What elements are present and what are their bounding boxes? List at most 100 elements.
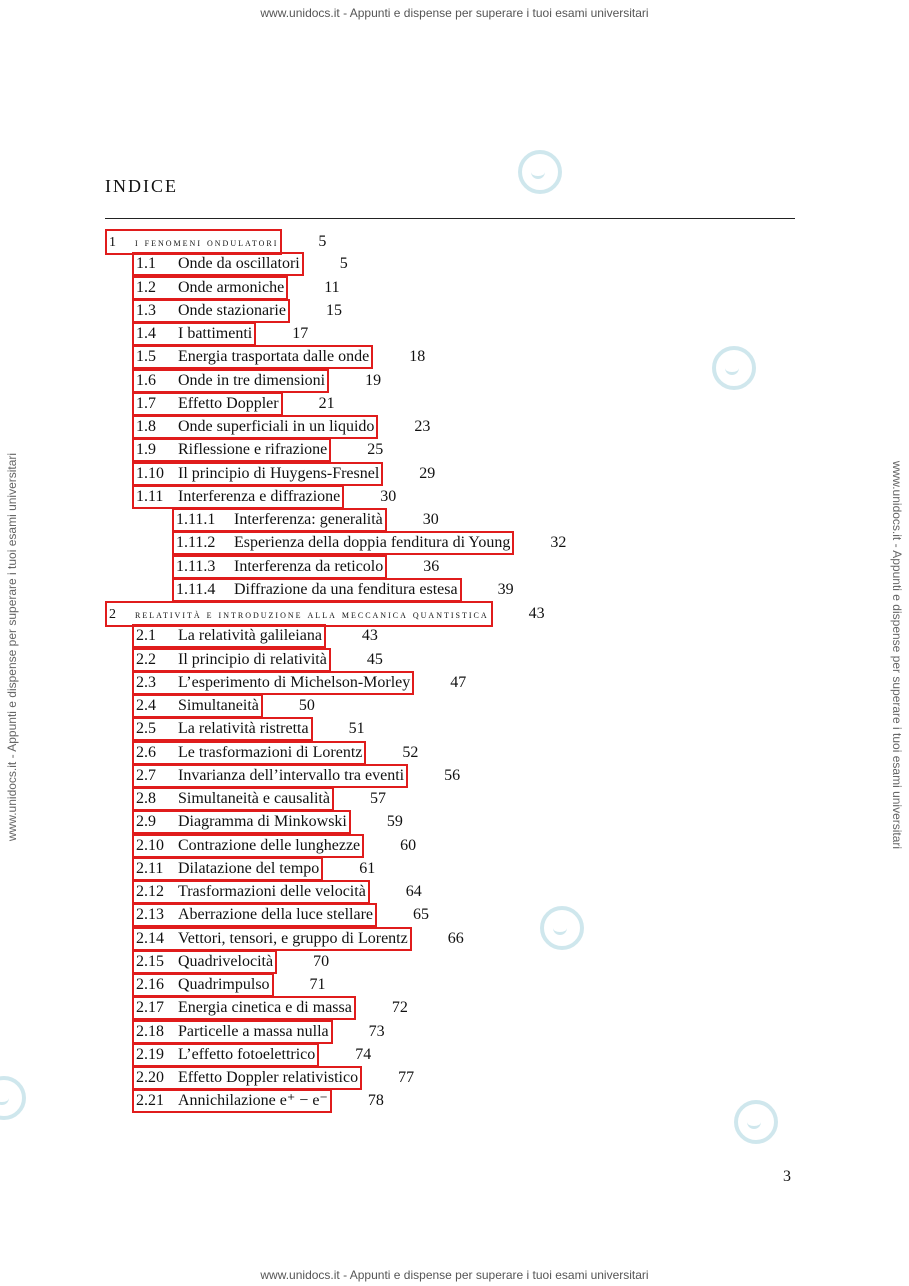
toc-entry-link[interactable]: 2.20 Effetto Doppler relativistico — [132, 1066, 363, 1090]
toc-section: 2.17 Energia cinetica e di massa 72 — [132, 996, 408, 1020]
toc-title: Simultaneità — [178, 697, 259, 714]
toc-entry-link[interactable]: 1.5 Energia trasportata dalle onde — [132, 345, 374, 369]
toc-title: Le trasformazioni di Lorentz — [178, 744, 363, 761]
toc-title: Interferenza da reticolo — [234, 558, 384, 575]
toc-page-number: 23 — [414, 418, 431, 435]
toc-entry-link[interactable]: 2.6 Le trasformazioni di Lorentz — [132, 741, 367, 765]
watermark-right: www.unidocs.it - Appunti e dispense per … — [890, 460, 904, 850]
toc-entry-link[interactable]: 2.3 L’esperimento di Michelson-Morley — [132, 671, 415, 695]
toc-entry-link[interactable]: 1.11.4 Diffrazione da una fenditura estes… — [172, 578, 462, 602]
toc-entry-link[interactable]: 2.12 Trasformazioni delle velocità — [132, 880, 370, 904]
toc-entry-link[interactable]: 2.10 Contrazione delle lunghezze — [132, 834, 365, 858]
toc-entry-link[interactable]: 1.10 Il principio di Huygens-Fresnel — [132, 462, 384, 486]
toc-number: 1.11.3 — [176, 558, 216, 575]
toc-entry-link[interactable]: 2.7 Invarianza dell’intervallo tra eventi — [132, 764, 409, 788]
toc-section: 2.7 Invarianza dell’intervallo tra eventi… — [132, 764, 461, 788]
toc-title: Invarianza dell’intervallo tra eventi — [178, 767, 405, 784]
toc-entry-link[interactable]: 2.4 Simultaneità — [132, 694, 263, 718]
toc-page-number: 74 — [355, 1046, 372, 1063]
toc-number: 1.6 — [136, 372, 156, 389]
toc-page-number: 56 — [444, 767, 461, 784]
toc-page-number: 59 — [386, 813, 403, 830]
toc-number: 2.3 — [136, 674, 156, 691]
toc-page-number: 60 — [400, 837, 417, 854]
toc-title: Vettori, tensori, e gruppo di Lorentz — [178, 930, 408, 947]
toc-page-number: 30 — [422, 511, 439, 528]
toc-page-number: 5 — [339, 255, 348, 272]
toc-entry-link[interactable]: 1.9 Riflessione e rifrazione — [132, 438, 332, 462]
toc-entry-link[interactable]: 2.16 Quadrimpulso — [132, 973, 274, 997]
toc-number: 2 — [109, 607, 118, 622]
watermark-top: www.unidocs.it - Appunti e dispense per … — [260, 6, 649, 20]
toc-title: Onde armoniche — [178, 279, 285, 296]
toc-number: 2.2 — [136, 651, 156, 668]
toc-entry-link[interactable]: 2.5 La relatività ristretta — [132, 717, 313, 741]
unidocs-logo-icon — [540, 906, 584, 950]
toc-page-number: 43 — [361, 627, 378, 644]
unidocs-logo-icon — [712, 346, 756, 390]
toc-page-number: 65 — [413, 906, 429, 923]
toc-number: 2.16 — [136, 976, 164, 993]
toc-entry-link[interactable]: 2 relatività e introduzione alla meccanic… — [105, 601, 493, 627]
toc-number: 1.8 — [136, 418, 156, 435]
toc-entry-link[interactable]: 1.6 Onde in tre dimensioni — [132, 369, 330, 393]
toc-entry-link[interactable]: 1.11.2 Esperienza della doppia fenditura … — [172, 531, 515, 555]
toc-section: 2.2 Il principio di relatività 45 — [132, 648, 383, 672]
toc-entry-link[interactable]: 2.21 Annichilazione e⁺ − e⁻ — [132, 1089, 332, 1113]
toc-page-number: 30 — [380, 488, 397, 505]
toc-title: Onde in tre dimensioni — [178, 372, 326, 389]
toc-page-number: 57 — [369, 790, 386, 807]
toc-section: 1.9 Riflessione e rifrazione 25 — [132, 438, 383, 462]
toc-chapter: 2 relatività e introduzione alla meccanic… — [105, 601, 545, 627]
toc-section: 2.21 Annichilazione e⁺ − e⁻ 78 — [132, 1089, 384, 1113]
toc-entry-link[interactable]: 2.2 Il principio di relatività — [132, 648, 331, 672]
toc-section: 2.6 Le trasformazioni di Lorentz 52 — [132, 741, 418, 765]
toc-number: 2.13 — [136, 906, 164, 923]
toc-entry-link[interactable]: 2.14 Vettori, tensori, e gruppo di Lorent… — [132, 927, 412, 951]
toc-page-number: 36 — [423, 558, 440, 575]
toc-page-number: 29 — [419, 465, 436, 482]
toc-number: 2.21 — [136, 1092, 164, 1109]
toc-entry-link[interactable]: 1.11 Interferenza e diffrazione — [132, 485, 345, 509]
toc-entry-link[interactable]: 2.8 Simultaneità e causalità — [132, 787, 334, 811]
toc-title: Onde stazionarie — [178, 302, 286, 319]
toc-title: Onde da oscillatori — [178, 255, 300, 272]
toc-entry-link[interactable]: 1.8 Onde superficiali in un liquido — [132, 415, 379, 439]
toc-section: 1.11.1 Interferenza: generalità 30 — [172, 508, 439, 532]
toc-number: 1.11.2 — [176, 534, 216, 551]
toc-number: 2.8 — [136, 790, 156, 807]
toc-entry-link[interactable]: 1.2 Onde armoniche — [132, 276, 289, 300]
toc-title: Diagramma di Minkowski — [178, 813, 347, 830]
toc-page-number: 73 — [368, 1023, 385, 1040]
toc-entry-link[interactable]: 2.9 Diagramma di Minkowski — [132, 810, 351, 834]
watermark-bottom: www.unidocs.it - Appunti e dispense per … — [260, 1268, 649, 1282]
toc-section: 2.5 La relatività ristretta 51 — [132, 717, 365, 741]
toc-entry-link[interactable]: 2.15 Quadrivelocità — [132, 950, 278, 974]
toc-page-number: 77 — [398, 1069, 415, 1086]
toc-entry-link[interactable]: 2.17 Energia cinetica e di massa — [132, 996, 356, 1020]
toc-entry-link[interactable]: 2.13 Aberrazione della luce stellare — [132, 903, 377, 927]
toc-section: 1.8 Onde superficiali in un liquido 23 — [132, 415, 431, 439]
toc-section: 2.4 Simultaneità 50 — [132, 694, 315, 718]
toc-entry-link[interactable]: 1.4 I battimenti — [132, 322, 257, 346]
toc-title: Interferenza e diffrazione — [178, 488, 341, 505]
toc-number: 1.7 — [136, 395, 156, 412]
toc-entry-link[interactable]: 2.19 L’effetto fotoelettrico — [132, 1043, 320, 1067]
toc-entry-link[interactable]: 2.11 Dilatazione del tempo — [132, 857, 324, 881]
watermark-left: www.unidocs.it - Appunti e dispense per … — [5, 452, 19, 842]
toc-title: Effetto Doppler — [178, 395, 279, 412]
toc-entry-link[interactable]: 2.1 La relatività galileiana — [132, 624, 326, 648]
toc-entry-link[interactable]: 1.7 Effetto Doppler — [132, 392, 283, 416]
toc-page-number: 17 — [292, 325, 309, 342]
toc-entry-link[interactable]: 1.3 Onde stazionarie — [132, 299, 290, 323]
toc-entry-link[interactable]: 1.11.1 Interferenza: generalità — [172, 508, 387, 532]
toc-number: 1.1 — [136, 255, 156, 272]
toc-entry-link[interactable]: 1 i fenomeni ondulatori — [105, 229, 283, 255]
toc-entry-link[interactable]: 1.1 Onde da oscillatori — [132, 252, 304, 276]
toc-page-number: 47 — [450, 674, 467, 691]
toc-section: 2.19 L’effetto fotoelettrico 74 — [132, 1043, 372, 1067]
toc-entry-link[interactable]: 2.18 Particelle a massa nulla — [132, 1020, 333, 1044]
toc-number: 2.9 — [136, 813, 156, 830]
toc-entry-link[interactable]: 1.11.3 Interferenza da reticolo — [172, 555, 388, 579]
toc-section: 1.5 Energia trasportata dalle onde 18 — [132, 345, 425, 369]
